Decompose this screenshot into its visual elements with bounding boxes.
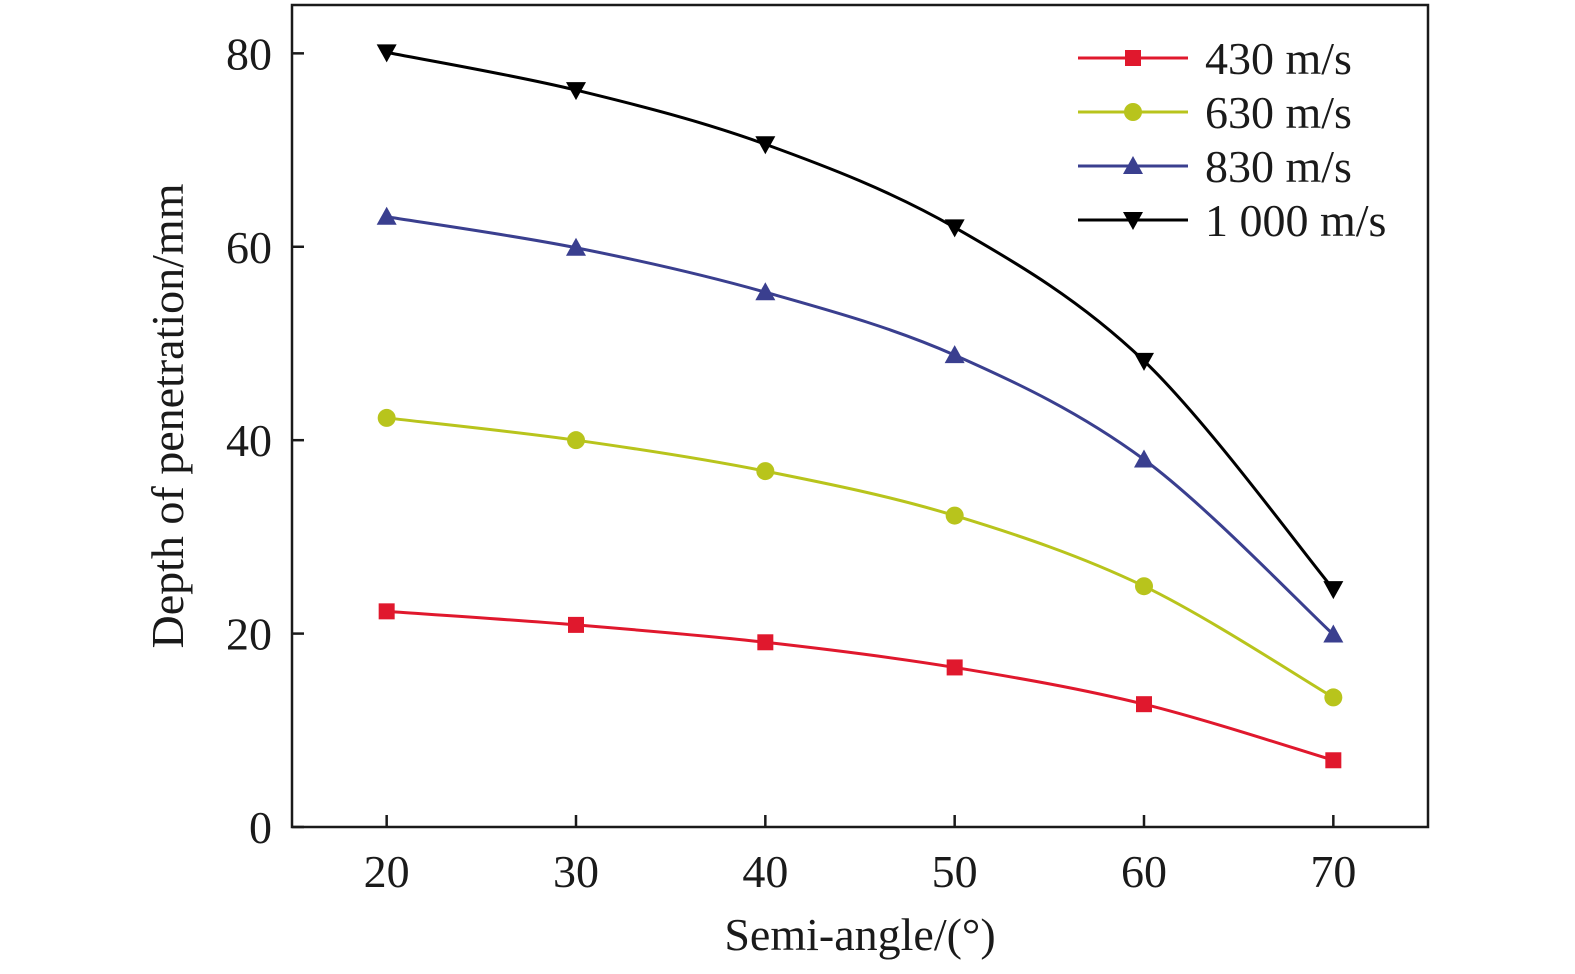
x-tick-label: 20 bbox=[364, 846, 410, 897]
data-point bbox=[378, 603, 395, 620]
x-axis-label: Semi-angle/(°) bbox=[724, 909, 995, 960]
data-point bbox=[566, 82, 586, 101]
series-line bbox=[386, 416, 1335, 699]
data-point bbox=[376, 206, 397, 225]
legend-marker bbox=[1124, 103, 1142, 121]
data-point bbox=[756, 462, 775, 481]
data-point bbox=[1134, 352, 1154, 371]
data-point bbox=[1135, 577, 1153, 596]
y-axis-label: Depth of penetration/mm bbox=[142, 183, 193, 648]
data-point bbox=[566, 237, 586, 256]
legend-item: 1 000 m/s bbox=[1078, 195, 1386, 246]
data-point bbox=[757, 634, 774, 651]
legend-marker bbox=[1125, 50, 1141, 66]
legend-item: 430 m/s bbox=[1078, 33, 1352, 84]
series-2 bbox=[376, 206, 1344, 643]
legend-label: 1 000 m/s bbox=[1205, 195, 1386, 246]
data-point bbox=[377, 408, 396, 427]
data-point bbox=[1325, 752, 1342, 769]
plot-frame bbox=[290, 3, 1430, 829]
legend-label: 830 m/s bbox=[1205, 141, 1352, 192]
legend-marker bbox=[1123, 156, 1143, 174]
y-tick-label: 20 bbox=[226, 609, 272, 660]
x-tick-label: 30 bbox=[553, 846, 599, 897]
data-point bbox=[1324, 688, 1343, 707]
series-0 bbox=[378, 603, 1342, 769]
x-tick-label: 40 bbox=[742, 846, 788, 897]
data-point bbox=[945, 506, 964, 525]
y-tick-label: 40 bbox=[226, 415, 272, 466]
legend-marker bbox=[1123, 212, 1143, 230]
data-point bbox=[1323, 624, 1344, 643]
legend-item: 630 m/s bbox=[1078, 87, 1352, 138]
series-1 bbox=[377, 408, 1343, 707]
x-tick-label: 70 bbox=[1310, 846, 1356, 897]
x-tick-label: 60 bbox=[1121, 846, 1167, 897]
legend-label: 430 m/s bbox=[1205, 33, 1352, 84]
series-line bbox=[386, 215, 1335, 636]
data-point bbox=[944, 345, 965, 364]
data-point bbox=[755, 282, 776, 301]
legend-item: 830 m/s bbox=[1078, 141, 1352, 192]
y-axis: 0 20 40 60 80 bbox=[226, 28, 304, 853]
y-tick-label: 60 bbox=[226, 222, 272, 273]
data-point bbox=[568, 616, 584, 633]
data-point bbox=[376, 44, 397, 63]
x-axis: 20 30 40 50 60 70 bbox=[364, 815, 1356, 897]
data-point bbox=[567, 431, 585, 450]
data-point bbox=[944, 219, 965, 238]
data-point bbox=[1323, 581, 1344, 600]
data-point bbox=[1134, 449, 1154, 468]
series-line bbox=[386, 609, 1334, 762]
series-3 bbox=[376, 44, 1344, 600]
y-tick-label: 80 bbox=[226, 28, 272, 79]
y-tick-label: 0 bbox=[249, 802, 272, 853]
data-point bbox=[1136, 696, 1152, 713]
data-point bbox=[755, 136, 776, 155]
series-layer bbox=[376, 44, 1344, 769]
x-tick-label: 50 bbox=[932, 846, 978, 897]
legend-label: 630 m/s bbox=[1205, 87, 1352, 138]
data-point bbox=[946, 659, 963, 676]
